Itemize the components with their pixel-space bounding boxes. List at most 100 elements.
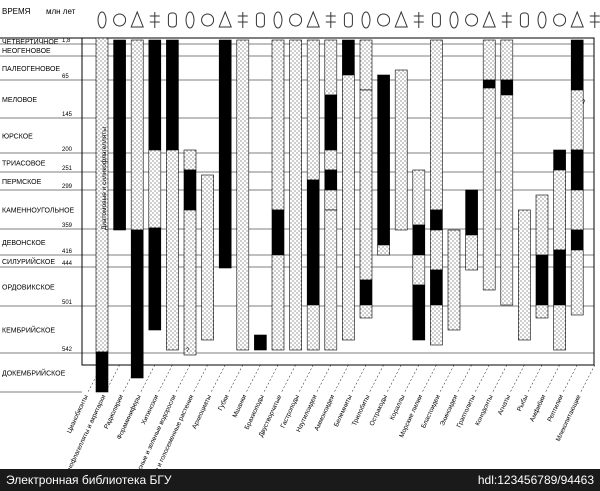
range-dotted <box>271 254 285 351</box>
range-dotted <box>412 254 426 286</box>
leader-line <box>298 364 314 393</box>
range-solid <box>553 149 566 171</box>
range-solid <box>183 169 197 211</box>
uncertain-mark: ? <box>582 100 586 106</box>
range-solid <box>482 79 496 89</box>
range-dotted <box>465 234 478 271</box>
group-label: Амфибии <box>528 393 548 423</box>
range-dotted <box>570 249 584 316</box>
range-solid <box>412 224 426 256</box>
footer-library: Электронная библиотека БГУ <box>6 473 172 487</box>
range-dotted <box>535 304 549 319</box>
fossil-icon <box>237 12 248 28</box>
range-dotted <box>553 169 566 251</box>
fossil-icon <box>413 12 424 28</box>
fossil-icon <box>97 11 107 29</box>
fossil-icon <box>255 12 265 28</box>
period-name: ЧЕТВЕРТИЧНОЕ <box>2 39 59 46</box>
fossil-icon <box>218 10 232 28</box>
leader-line <box>210 364 226 393</box>
fossil-icon <box>501 12 512 28</box>
range-solid <box>535 254 549 306</box>
range-bars: ?? <box>95 37 586 393</box>
diatom-label: Диатомовые и силикофлагелляты <box>101 127 108 230</box>
period-age: 416 <box>62 249 73 255</box>
leader-line <box>422 364 437 393</box>
period-age: 444 <box>62 261 73 267</box>
fossil-icon <box>167 12 177 28</box>
period-name: ДЕВОНСКОЕ <box>2 240 46 247</box>
range-dotted <box>324 39 338 96</box>
leader-line <box>580 364 596 393</box>
range-dotted <box>359 39 373 91</box>
leader-line <box>122 364 138 393</box>
range-dotted <box>130 39 144 231</box>
fossil-icon <box>306 10 320 28</box>
fossil-icon <box>185 11 195 29</box>
leader-line <box>510 364 525 393</box>
period-age: 359 <box>62 223 73 229</box>
range-dotted <box>482 87 496 291</box>
fossil-icon <box>394 10 408 28</box>
period-age: 542 <box>62 347 73 353</box>
range-dotted <box>166 149 179 351</box>
period-name: КЕМБРИЙСКОЕ <box>2 326 55 335</box>
leader-line <box>527 364 543 393</box>
range-solid <box>570 229 584 251</box>
range-solid <box>377 74 390 246</box>
range-solid <box>95 351 109 393</box>
group-label: Трилобиты <box>350 393 371 427</box>
range-solid <box>130 229 144 379</box>
fossil-icon <box>482 10 496 28</box>
range-solid <box>254 334 267 351</box>
range-solid <box>271 209 285 256</box>
range-solid <box>218 39 232 269</box>
period-age: 65 <box>62 74 69 80</box>
range-dotted <box>342 74 355 341</box>
leader-line <box>562 364 578 393</box>
leader-line <box>439 364 455 393</box>
leader-line <box>369 364 384 393</box>
range-dotted <box>183 149 197 171</box>
range-solid <box>324 169 338 191</box>
fossil-icon <box>113 13 127 27</box>
time-label: ВРЕМЯ <box>2 7 31 16</box>
leader-line <box>457 364 472 393</box>
leader-line <box>140 364 156 393</box>
range-dotted <box>183 209 197 356</box>
range-dotted <box>306 304 320 351</box>
leader-line <box>351 364 367 393</box>
leader-line <box>175 364 191 393</box>
period-name: ПАЛЕОГЕНОВОЕ <box>2 66 60 73</box>
range-dotted <box>535 194 549 256</box>
range-dotted <box>482 39 496 81</box>
leader-line <box>334 364 349 393</box>
period-name: ТРИАСОВОЕ <box>2 161 46 168</box>
range-solid <box>166 39 179 151</box>
group-label: Губки <box>216 393 230 412</box>
range-dotted <box>412 169 426 226</box>
uncertain-mark: ? <box>186 348 190 354</box>
period-age: 200 <box>62 147 73 153</box>
range-solid <box>359 279 373 306</box>
period-age: 501 <box>62 300 73 306</box>
group-label: Рыбы <box>515 393 530 412</box>
fossil-icon <box>289 13 303 27</box>
period-name: МЕЛОВОЕ <box>2 97 37 104</box>
range-dotted <box>570 89 584 151</box>
period-name: ДОКЕМБРИЙСКОЕ <box>2 369 66 378</box>
range-dotted <box>236 39 250 351</box>
group-label: Рептилии <box>546 394 565 423</box>
range-solid <box>553 249 566 306</box>
leader-line <box>492 364 508 393</box>
period-age: 251 <box>62 166 73 172</box>
period-name: НЕОГЕНОВОЕ <box>2 48 51 55</box>
range-solid <box>342 39 355 76</box>
fossil-icon <box>343 12 353 28</box>
range-solid <box>500 79 514 96</box>
range-dotted <box>359 89 373 281</box>
group-label: Археоциаты <box>191 394 213 431</box>
range-dotted <box>570 189 584 231</box>
range-dotted <box>500 94 514 306</box>
